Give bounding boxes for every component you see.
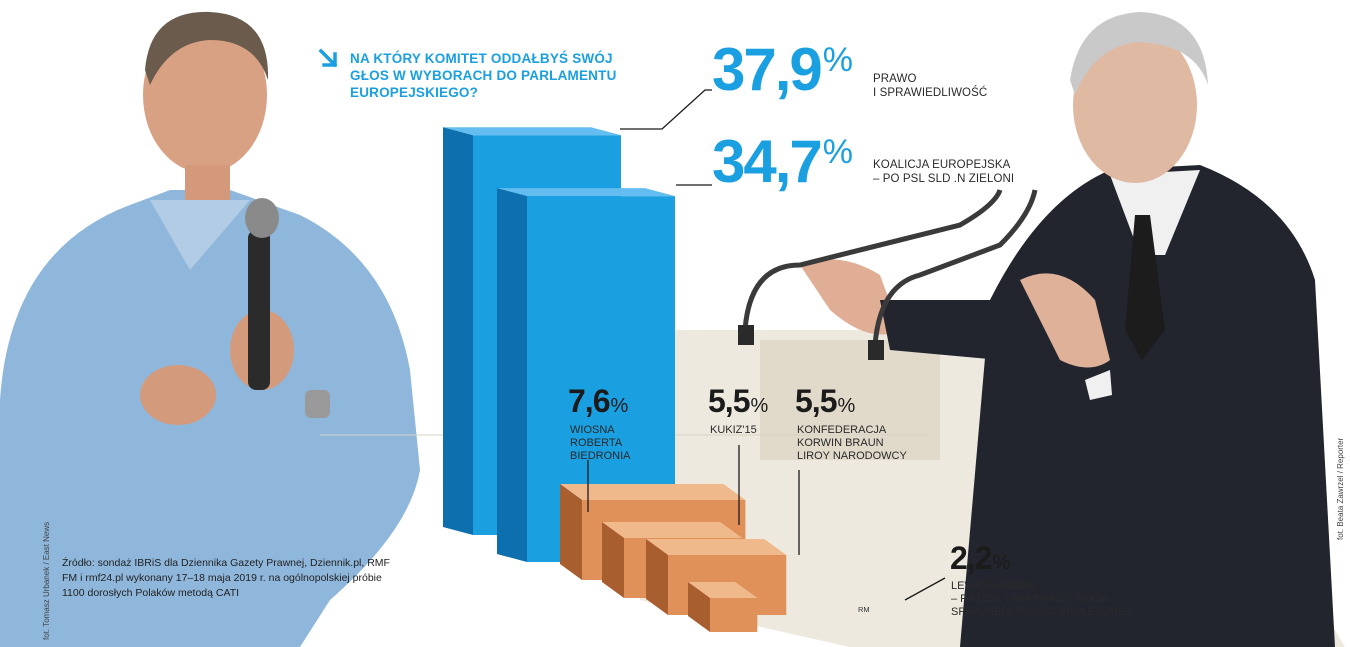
category-line: BIEDRONIA: [570, 450, 631, 462]
chart-question: NA KTÓRY KOMITET ODDAŁBYŚ SWÓJ GŁOS W WY…: [350, 51, 617, 100]
bar-ke-side: [497, 188, 527, 562]
value-label-pis: 37,9%: [712, 40, 853, 100]
photo-credit-right: fot. Beata Zawrzel / Reporter: [1336, 437, 1345, 540]
value-label-kukiz: 5,5%: [708, 385, 768, 417]
bar-ke-top: [497, 188, 675, 197]
value-number-konfederacja: 5,5: [795, 383, 837, 419]
value-number-kukiz: 5,5: [708, 383, 750, 419]
category-label-pis: PRAWO I SPRAWIEDLIWOŚĆ: [873, 72, 987, 100]
photo-credit-left: fot. Tomasz Urbanek / East News: [42, 521, 51, 640]
pct-sign-ke: %: [822, 133, 854, 172]
author-signature: RM: [858, 605, 870, 614]
arrow-down-right-icon: [318, 48, 340, 70]
pct-sign-lewica: %: [992, 552, 1011, 574]
pct-sign-pis: %: [822, 41, 854, 80]
category-line: KORWIN BRAUN: [797, 437, 884, 449]
category-line: SPRAWIEDLIWOŚCI SPOŁECZNEJ: [951, 606, 1131, 618]
bar-kukiz-side: [602, 522, 624, 598]
podium-front: [760, 340, 940, 460]
leader-line-pis: [620, 89, 712, 130]
category-line: KONFEDERACJA: [797, 424, 887, 436]
category-line: – PO PSL SLD .N ZIELONI: [873, 173, 1015, 185]
value-number-pis: 37,9: [712, 36, 823, 103]
value-label-lewica: 2,2%: [950, 542, 1010, 574]
bar-konfederacja-side: [646, 539, 668, 615]
bar-lewica-top: [688, 582, 758, 598]
category-line: – RAZEM, UNIA PRACY, RUCH: [951, 593, 1108, 605]
bar-kukiz-top: [602, 522, 743, 538]
value-number-lewica: 2,2: [950, 540, 992, 576]
left-person-photo: [0, 11, 420, 647]
category-line: ROBERTA: [570, 437, 623, 449]
category-label-lewica: LEWICA RAZEM – RAZEM, UNIA PRACY, RUCH S…: [951, 580, 1131, 619]
category-label-kukiz: KUKIZ'15: [710, 424, 757, 437]
category-line: WIOSNA: [570, 424, 615, 436]
microphones: [738, 189, 1038, 360]
category-line: LIROY NARODOWCY: [797, 450, 907, 462]
pct-sign-konfederacja: %: [837, 395, 856, 417]
value-label-ke: 34,7%: [712, 132, 853, 192]
category-line: KUKIZ'15: [710, 424, 757, 436]
category-label-ke: KOALICJA EUROPEJSKA – PO PSL SLD .N ZIEL…: [873, 158, 1014, 186]
bar-pis-top: [443, 127, 621, 136]
category-line: I SPRAWIEDLIWOŚĆ: [873, 87, 988, 99]
bar-wiosna-top: [560, 484, 746, 500]
bar-wiosna-side: [560, 484, 582, 580]
bar-pis-side: [443, 127, 473, 535]
value-label-konfederacja: 5,5%: [795, 385, 855, 417]
right-person-photo: [800, 12, 1335, 647]
category-label-wiosna: WIOSNA ROBERTA BIEDRONIA: [570, 424, 631, 463]
category-line: KOALICJA EUROPEJSKA: [873, 159, 1011, 171]
source-note: Źródło: sondaż IBRiS dla Dziennika Gazet…: [62, 557, 390, 599]
category-line: PRAWO: [873, 73, 917, 85]
bar-konfederacja-top: [646, 539, 787, 555]
pct-sign-wiosna: %: [610, 395, 629, 417]
leader-line-lewica: [904, 577, 946, 601]
pct-sign-kukiz: %: [750, 395, 769, 417]
category-line: LEWICA RAZEM: [951, 580, 1035, 592]
category-label-konfederacja: KONFEDERACJA KORWIN BRAUN LIROY NARODOWC…: [797, 424, 907, 463]
value-number-wiosna: 7,6: [568, 383, 610, 419]
value-number-ke: 34,7: [712, 128, 823, 195]
bar-lewica: [710, 598, 758, 632]
bar-lewica-side: [688, 582, 710, 632]
value-label-wiosna: 7,6%: [568, 385, 628, 417]
